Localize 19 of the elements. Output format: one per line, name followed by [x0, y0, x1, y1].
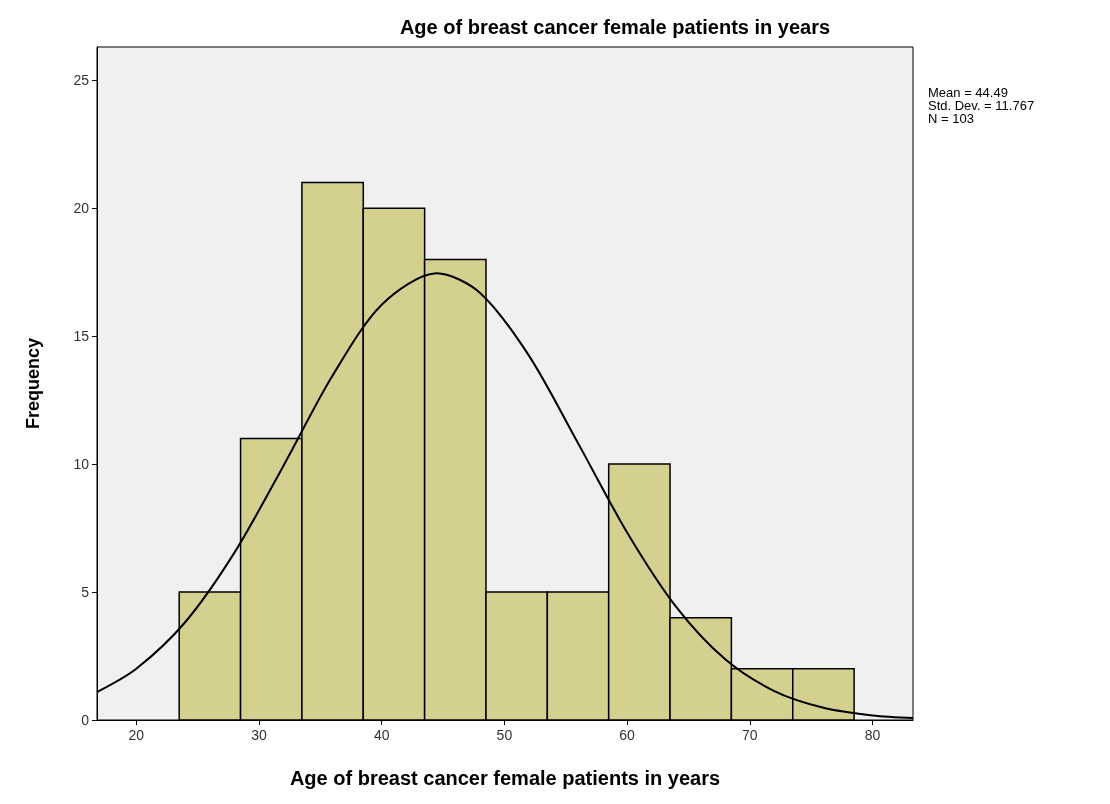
text: Mean = 44.49: [928, 85, 1008, 100]
y-tick-label: 20: [73, 200, 90, 217]
x-tick-label: 60: [619, 727, 636, 743]
x-tick-label: 80: [864, 727, 881, 743]
x-axis-title: Age of breast cancer female patients in years: [289, 767, 721, 789]
y-axis-title: Frequency: [23, 337, 43, 430]
y-tick-label: 10: [73, 456, 90, 473]
x-tick-label: 70: [742, 727, 758, 743]
text: N = 103: [928, 111, 974, 126]
x-tick-label: 50: [496, 727, 513, 743]
y-tick-label: 15: [73, 328, 90, 345]
y-tick-label: 0: [81, 712, 90, 728]
x-tick-label: 40: [373, 727, 390, 743]
text: Std. Dev. = 11.767: [928, 98, 1035, 113]
y-tick-label: 5: [81, 584, 90, 601]
x-tick-label: 30: [251, 727, 267, 743]
chart-title: Age of breast cancer female patients in years: [399, 16, 831, 38]
y-tick-label: 25: [73, 72, 90, 89]
x-tick-label: 20: [128, 727, 145, 743]
